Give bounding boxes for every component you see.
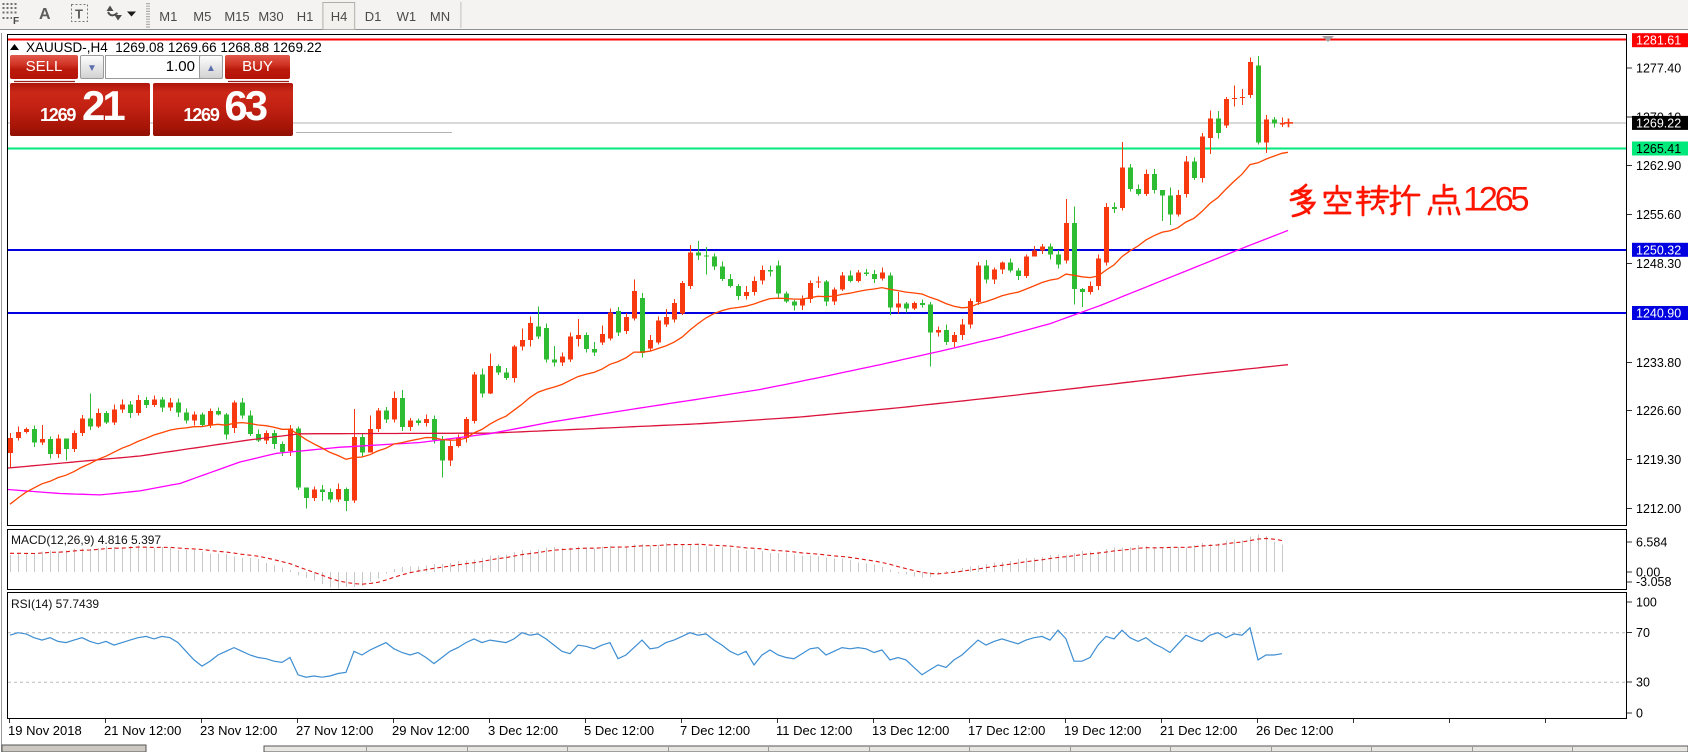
svg-text:1281.61: 1281.61: [1636, 34, 1681, 48]
svg-text:23 Nov 12:00: 23 Nov 12:00: [200, 723, 277, 738]
svg-text:H4: H4: [331, 9, 348, 24]
svg-text:1262.90: 1262.90: [1636, 159, 1681, 173]
svg-text:0: 0: [1636, 707, 1643, 721]
svg-text:70: 70: [1636, 626, 1650, 640]
svg-text:21 Nov 12:00: 21 Nov 12:00: [104, 723, 181, 738]
svg-text:21 Dec 12:00: 21 Dec 12:00: [1160, 723, 1237, 738]
svg-text:1233.80: 1233.80: [1636, 356, 1681, 370]
svg-text:26 Dec 12:00: 26 Dec 12:00: [1256, 723, 1333, 738]
svg-text:1248.30: 1248.30: [1636, 257, 1681, 271]
svg-text:1265.41: 1265.41: [1636, 142, 1681, 156]
svg-text:1255.60: 1255.60: [1636, 208, 1681, 222]
svg-text:6.584: 6.584: [1636, 535, 1667, 549]
svg-text:D1: D1: [365, 9, 382, 24]
svg-text:5 Dec 12:00: 5 Dec 12:00: [584, 723, 654, 738]
svg-text:M15: M15: [224, 9, 249, 24]
svg-text:A: A: [39, 6, 51, 23]
svg-text:1265: 1265: [1463, 181, 1528, 219]
svg-text:1250.32: 1250.32: [1636, 243, 1681, 257]
svg-text:0.00: 0.00: [1636, 565, 1660, 579]
svg-text:1226.60: 1226.60: [1636, 404, 1681, 418]
svg-text:-3.058: -3.058: [1636, 575, 1671, 589]
svg-text:MACD(12,26,9) 4.816 5.397: MACD(12,26,9) 4.816 5.397: [11, 533, 161, 547]
svg-text:11 Dec 12:00: 11 Dec 12:00: [776, 723, 852, 738]
svg-text:17 Dec 12:00: 17 Dec 12:00: [968, 723, 1045, 738]
svg-text:19 Nov 2018: 19 Nov 2018: [8, 723, 82, 738]
svg-text:M30: M30: [258, 9, 283, 24]
svg-text:19 Dec 12:00: 19 Dec 12:00: [1064, 723, 1141, 738]
svg-text:T: T: [75, 7, 83, 22]
svg-text:1219.30: 1219.30: [1636, 453, 1681, 467]
svg-text:F: F: [13, 16, 19, 27]
svg-text:M5: M5: [193, 9, 211, 24]
svg-text:3 Dec 12:00: 3 Dec 12:00: [488, 723, 558, 738]
svg-text:13 Dec 12:00: 13 Dec 12:00: [872, 723, 949, 738]
svg-text:7 Dec 12:00: 7 Dec 12:00: [680, 723, 750, 738]
svg-text:100: 100: [1636, 596, 1657, 610]
svg-text:1212.00: 1212.00: [1636, 502, 1681, 516]
svg-text:29 Nov 12:00: 29 Nov 12:00: [392, 723, 469, 738]
svg-text:M1: M1: [159, 9, 177, 24]
svg-text:H1: H1: [297, 9, 314, 24]
svg-text:RSI(14) 57.7439: RSI(14) 57.7439: [11, 597, 99, 611]
svg-text:MN: MN: [430, 9, 450, 24]
svg-text:1240.90: 1240.90: [1636, 307, 1681, 321]
svg-text:1277.40: 1277.40: [1636, 62, 1681, 76]
svg-text:1269.22: 1269.22: [1636, 116, 1681, 130]
svg-text:XAUUSD-,H4 1269.08 1269.66 12: XAUUSD-,H4 1269.08 1269.66 1268.88 1269.…: [26, 40, 322, 55]
svg-text:W1: W1: [397, 9, 417, 24]
svg-text:30: 30: [1636, 676, 1650, 690]
svg-text:27 Nov 12:00: 27 Nov 12:00: [296, 723, 373, 738]
